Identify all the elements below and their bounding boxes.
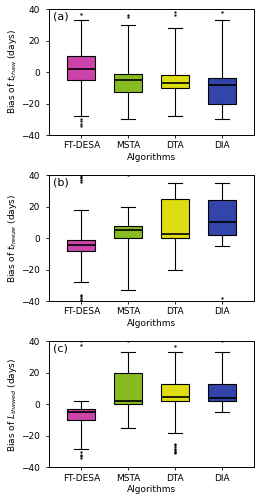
Text: (b): (b): [53, 178, 68, 188]
Y-axis label: Bias of $L_{thawed}$ (days): Bias of $L_{thawed}$ (days): [5, 358, 18, 452]
PathPatch shape: [67, 409, 95, 420]
PathPatch shape: [161, 75, 189, 88]
Y-axis label: Bias of $t_{freeze}$ (days): Bias of $t_{freeze}$ (days): [5, 194, 18, 283]
Y-axis label: Bias of $t_{thaw}$ (days): Bias of $t_{thaw}$ (days): [5, 30, 18, 114]
PathPatch shape: [208, 78, 236, 104]
X-axis label: Algorithms: Algorithms: [127, 153, 176, 162]
Text: (a): (a): [53, 12, 68, 22]
PathPatch shape: [114, 373, 142, 404]
PathPatch shape: [67, 56, 95, 80]
PathPatch shape: [208, 384, 236, 402]
PathPatch shape: [208, 200, 236, 235]
PathPatch shape: [67, 240, 95, 251]
PathPatch shape: [161, 384, 189, 402]
PathPatch shape: [161, 199, 189, 238]
PathPatch shape: [114, 74, 142, 92]
X-axis label: Algorithms: Algorithms: [127, 319, 176, 328]
X-axis label: Algorithms: Algorithms: [127, 486, 176, 494]
Text: (c): (c): [53, 344, 68, 354]
PathPatch shape: [114, 226, 142, 238]
